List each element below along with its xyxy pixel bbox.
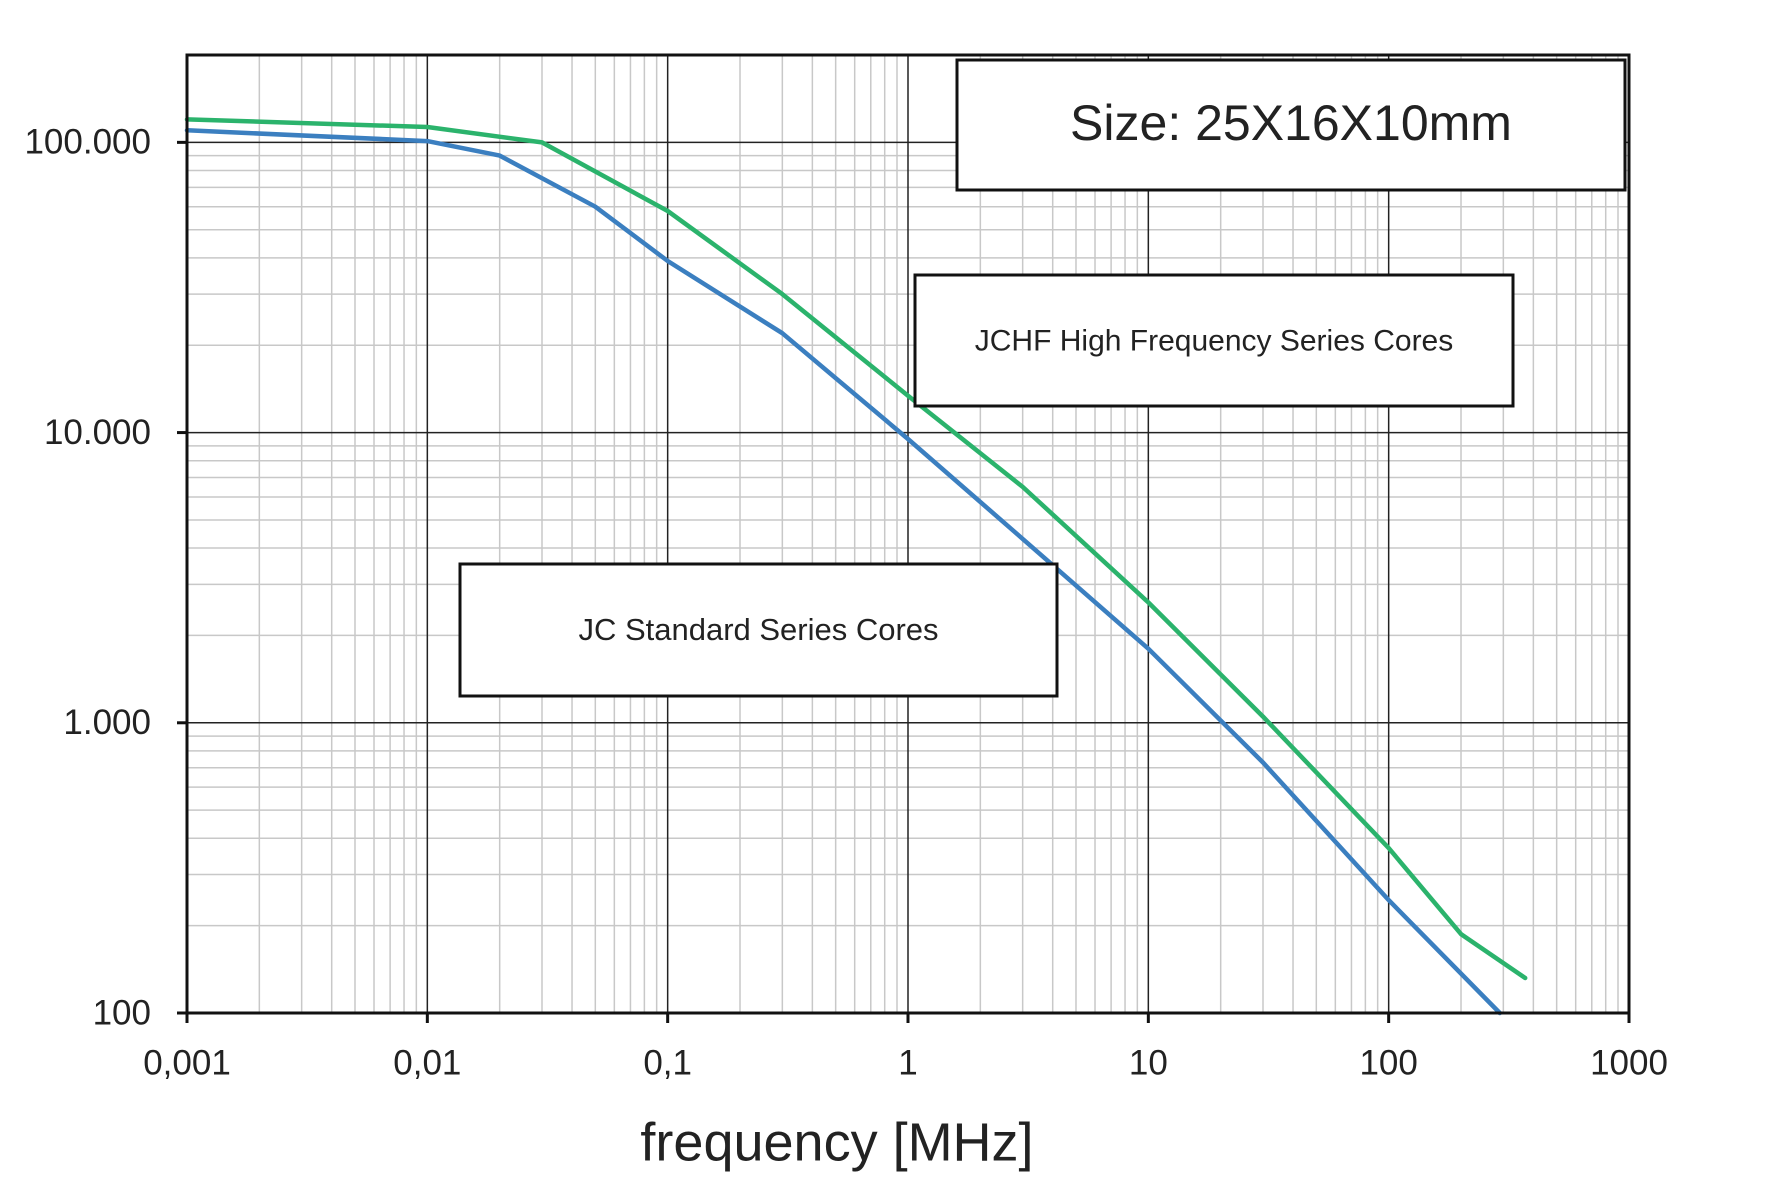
- x-axis-label: frequency [MHz]: [640, 1112, 1033, 1172]
- grid: [186, 55, 1630, 1014]
- series-line: [184, 128, 1503, 1016]
- x-tick-label: 0,001: [143, 1043, 231, 1082]
- x-tick-label: 1000: [1590, 1043, 1668, 1082]
- series-line: [184, 117, 1528, 981]
- x-tick-label: 10: [1129, 1043, 1168, 1082]
- annotation-text: Size: 25X16X10mm: [1070, 95, 1512, 151]
- x-tick-label: 100: [1359, 1043, 1417, 1082]
- y-tick-label: 1.000: [63, 703, 151, 742]
- annotation-text: JC Standard Series Cores: [578, 612, 938, 647]
- x-tick-label: 0,01: [393, 1043, 461, 1082]
- annotation-text: JCHF High Frequency Series Cores: [975, 324, 1454, 357]
- lines: [184, 117, 1528, 1016]
- y-tick-label: 100.000: [24, 123, 151, 162]
- annotations: Size: 25X16X10mm JCHF High Frequency Seri…: [458, 58, 1627, 698]
- ticks: 0,001 0,01 0,1 1 10 100 1000 100 1.000 10.000 100.…: [24, 123, 1667, 1083]
- x-tick-label: 1: [898, 1043, 917, 1082]
- annotation-box: [458, 562, 1059, 698]
- annotation-box: [913, 273, 1515, 408]
- x-tick-label: 0,1: [643, 1043, 692, 1082]
- annotation-box: [955, 58, 1627, 192]
- y-tick-label: 100: [93, 993, 151, 1032]
- y-tick-label: 10.000: [44, 413, 151, 452]
